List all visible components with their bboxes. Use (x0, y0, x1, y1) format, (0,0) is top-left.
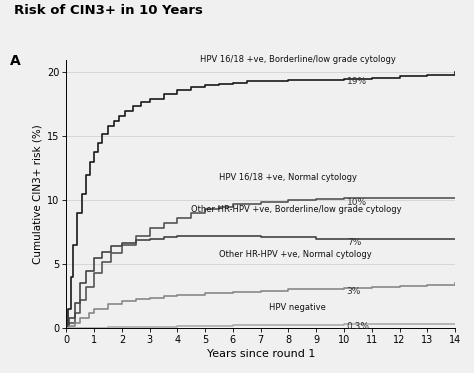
Text: HPV 16/18 +ve, Normal cytology: HPV 16/18 +ve, Normal cytology (219, 173, 357, 182)
Text: Risk of CIN3+ in 10 Years: Risk of CIN3+ in 10 Years (14, 4, 203, 17)
X-axis label: Years since round 1: Years since round 1 (207, 350, 315, 359)
Text: Other HR-HPV +ve, Borderline/low grade cytology: Other HR-HPV +ve, Borderline/low grade c… (191, 206, 402, 214)
Text: 0.3%: 0.3% (347, 323, 370, 332)
Text: 10%: 10% (347, 198, 367, 207)
Text: 7%: 7% (347, 238, 361, 247)
Text: 3%: 3% (347, 287, 361, 296)
Text: Other HR-HPV +ve, Normal cytology: Other HR-HPV +ve, Normal cytology (219, 250, 372, 259)
Text: HPV negative: HPV negative (269, 303, 326, 311)
Text: HPV 16/18 +ve, Borderline/low grade cytology: HPV 16/18 +ve, Borderline/low grade cyto… (200, 54, 395, 63)
Y-axis label: Cumulative CIN3+ risk (%): Cumulative CIN3+ risk (%) (33, 124, 43, 264)
Text: A: A (9, 54, 20, 68)
Text: 19%: 19% (347, 77, 367, 86)
